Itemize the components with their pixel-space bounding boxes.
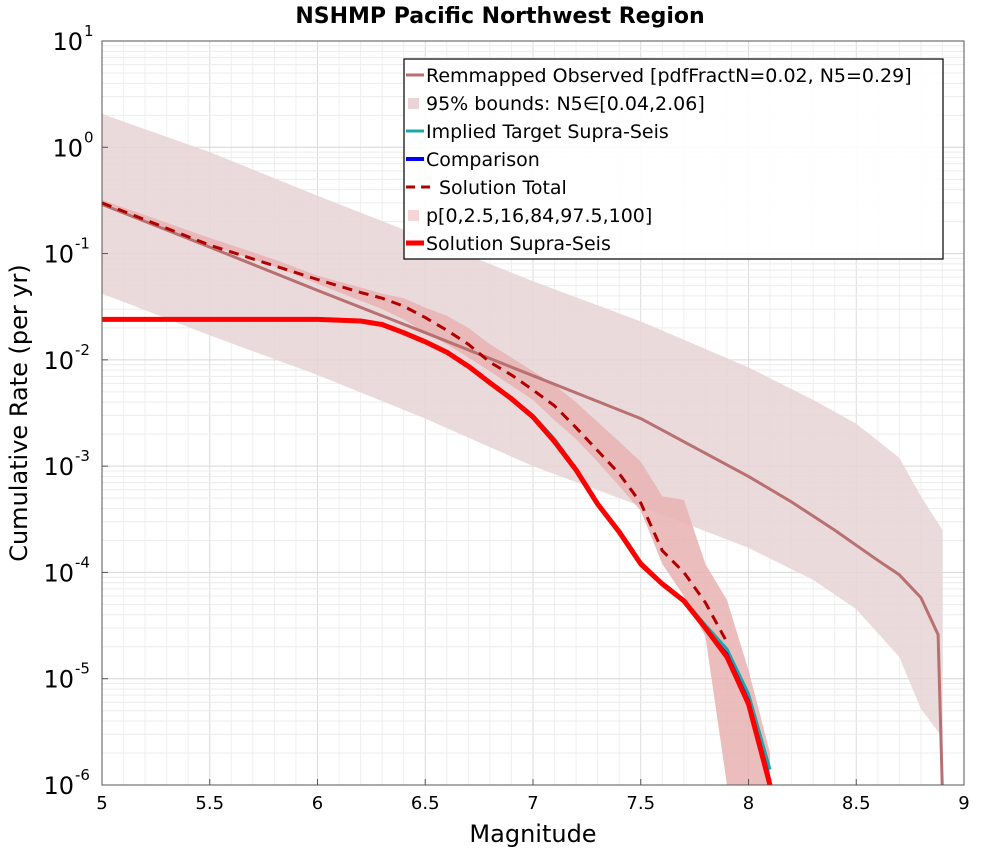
series-lines	[102, 201, 944, 785]
series-line	[102, 203, 944, 785]
legend-label: p[0,2.5,16,84,97.5,100]	[426, 205, 652, 227]
y-tick-exponent: -1	[75, 235, 90, 253]
y-tick-label: 10	[43, 772, 74, 800]
y-tick-label: 10	[43, 559, 74, 587]
x-tick-label: 8.5	[842, 793, 871, 814]
legend-swatch	[408, 98, 419, 109]
x-tick-label: 6	[312, 793, 323, 814]
legend-box	[403, 58, 944, 260]
legend-label: Implied Target Supra-Seis	[426, 121, 669, 143]
x-axis-ticks: 5 5.5 6 6.5 7 7.5 8 8.5 9	[96, 779, 970, 814]
y-tick-exponent: -2	[75, 341, 90, 359]
chart-title: NSHMP Pacific Northwest Region	[295, 4, 704, 29]
uncertainty-bands	[102, 113, 943, 785]
x-tick-label: 9	[958, 793, 969, 814]
y-axis-label: Cumulative Rate (per yr)	[5, 264, 33, 562]
series-line	[102, 201, 729, 644]
x-tick-label: 7.5	[626, 793, 655, 814]
x-tick-label: 7	[527, 793, 538, 814]
x-axis-label: Magnitude	[469, 820, 596, 848]
y-tick-exponent: 1	[84, 22, 94, 40]
x-tick-label: 6.5	[411, 793, 440, 814]
y-tick-exponent: -4	[75, 553, 90, 571]
y-tick-label: 10	[43, 666, 74, 694]
confidence-band	[102, 113, 943, 738]
y-tick-exponent: -6	[75, 766, 90, 784]
legend-label: Solution Total	[439, 177, 567, 199]
confidence-band	[102, 199, 770, 785]
y-tick-label: 10	[52, 134, 83, 162]
y-tick-label: 10	[52, 28, 83, 56]
y-tick-label: 10	[43, 347, 74, 375]
y-tick-exponent: -3	[75, 447, 90, 465]
legend: Remmapped Observed [pdfFractN=0.02, N5=0…	[403, 58, 944, 260]
y-tick-label: 10	[43, 241, 74, 269]
legend-label: Remmapped Observed [pdfFractN=0.02, N5=0…	[426, 65, 912, 87]
legend-swatch	[408, 210, 419, 221]
x-tick-label: 5.5	[195, 793, 224, 814]
legend-label: Comparison	[426, 149, 540, 171]
y-tick-exponent: -5	[75, 660, 90, 678]
y-tick-label: 10	[43, 453, 74, 481]
x-tick-label: 8	[743, 793, 754, 814]
series-line	[102, 316, 773, 785]
x-tick-label: 5	[96, 793, 107, 814]
legend-label: Solution Supra-Seis	[426, 233, 611, 255]
legend-label: 95% bounds: N5∈[0.04,2.06]	[426, 93, 705, 115]
y-tick-exponent: 0	[84, 128, 94, 146]
